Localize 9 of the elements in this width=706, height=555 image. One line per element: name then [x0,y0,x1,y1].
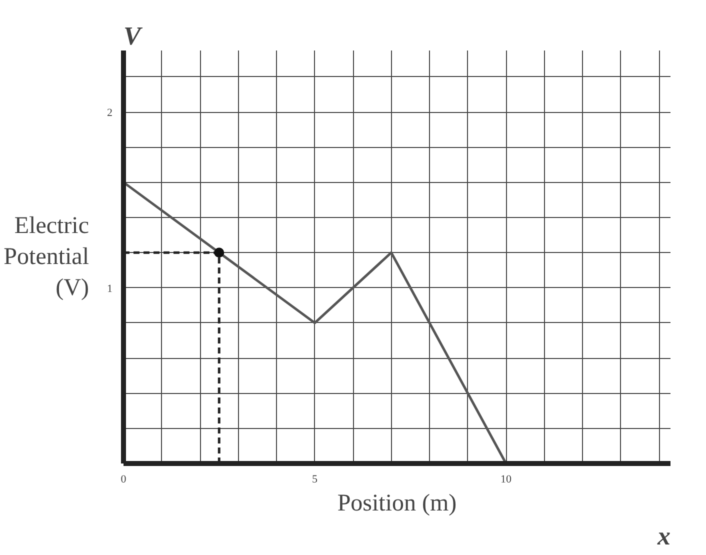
text: V [124,22,144,50]
y-axis-title: Electric Potential (V) [4,212,90,302]
x-axis-title: Position (m) [337,490,457,516]
y-tick-label: 1 [107,282,112,295]
y-tick-label: 2 [107,107,112,120]
x-tick-label: 5 [312,474,318,486]
text: x [656,522,670,550]
x-tick-label: 0 [120,474,127,486]
x-tick-label: 10 [500,474,512,486]
